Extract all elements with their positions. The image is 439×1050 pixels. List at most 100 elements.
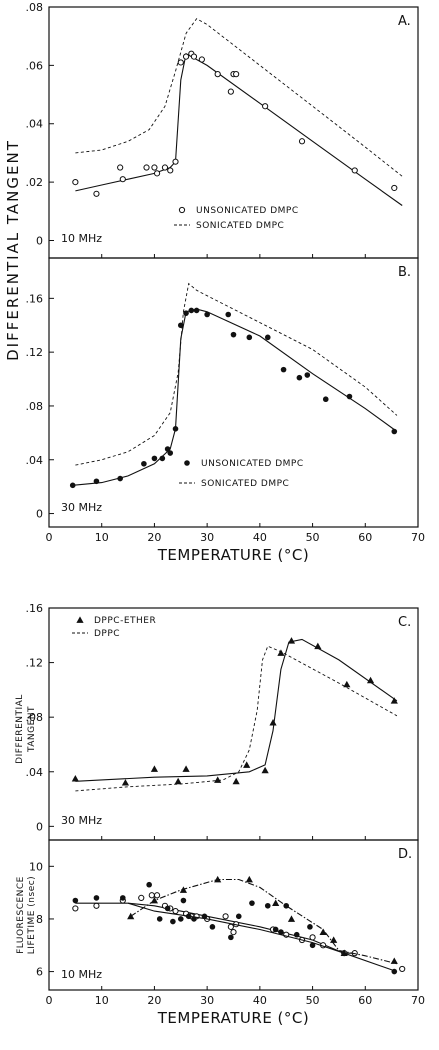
panel-c-s0-filled-triangle-point-2 <box>150 765 159 772</box>
panel-d-series-1-line <box>75 902 398 973</box>
panel-d-s0-open-circle-point-8 <box>172 907 179 915</box>
panel-d-s1-filled-circle-point-21 <box>307 924 313 930</box>
panel-b-legend-label-1: SONICATED DMPC <box>201 479 289 489</box>
panel-c-y-tick-label-2: .08 <box>26 711 44 724</box>
panel-c-s0-filled-triangle-point-0 <box>71 774 79 782</box>
panel-d-s2-filled-triangle-point-0 <box>127 912 135 920</box>
panel-d-s1-filled-circle-point-7 <box>177 916 184 922</box>
panel-a-s0-open-circle-point-14 <box>198 56 205 63</box>
panel-c-s0-filled-triangle-point-4 <box>182 765 190 772</box>
panel-c-y-tick-label-4: 0 <box>36 820 43 833</box>
panel-b-x-tick-label-5: 50 <box>306 531 320 544</box>
panel-b-y-tick-label-2: .08 <box>26 400 44 413</box>
panel-c-s0-filled-triangle-point-6 <box>232 777 240 785</box>
panel-c-s0-filled-triangle-point-13 <box>343 680 351 688</box>
panel-a-s0-open-circle-point-20 <box>298 138 306 145</box>
panel-a-s0-open-circle-point-21 <box>351 167 358 174</box>
panel-d-s2-filled-triangle-point-10 <box>390 957 398 964</box>
panel-c-legend-label-1: DPPC <box>94 629 120 639</box>
panel-d-s0-open-circle-point-4 <box>148 892 155 899</box>
panel-d-x-tick-label-3: 30 <box>200 994 214 1007</box>
panel-b-legend-label-0: UNSONICATED DMPC <box>201 459 304 469</box>
panel-d-y-tick-label-1: 8 <box>36 913 43 926</box>
panel-a-legend-label-1: SONICATED DMPC <box>196 221 284 231</box>
panel-a-s0-open-circle-point-5 <box>151 164 158 171</box>
panel-b-s0-filled-circle-point-11 <box>188 307 195 314</box>
panel-d-s0-open-circle-point-24 <box>399 965 406 973</box>
panel-d-s2-filled-triangle-point-6 <box>287 915 296 922</box>
panel-d-x-tick-label-2: 20 <box>147 994 161 1007</box>
panel-b-y-tick-label-1: .12 <box>26 346 44 359</box>
panel-d-s1-filled-circle-point-22 <box>309 942 316 949</box>
panel-a-s0-open-circle-point-0 <box>72 179 79 186</box>
panel-d-s0-open-circle-point-15 <box>230 929 237 936</box>
panel-c-y-axis-label-line-2: TANGENT <box>27 706 37 753</box>
panel-b-s0-filled-circle-point-7 <box>167 450 174 456</box>
panel-b-x-tick-label-6: 60 <box>358 531 372 544</box>
panel-d-s1-filled-circle-point-23 <box>391 968 398 975</box>
panel-b-s0-filled-circle-point-19 <box>296 374 303 381</box>
panel-c-s0-filled-triangle-point-5 <box>214 776 222 783</box>
panel-a-s0-open-circle-point-13 <box>190 53 198 60</box>
panel-c-s0-filled-triangle-point-1 <box>121 779 130 786</box>
panel-d-s2-filled-triangle-point-9 <box>340 949 348 957</box>
panel-d-s1-filled-circle-point-2 <box>120 895 126 901</box>
panel-a-y-tick-label-2: .04 <box>26 118 44 131</box>
panel-c-s0-filled-triangle-point-10 <box>277 649 285 656</box>
panel-d-y-tick-label-0: 10 <box>29 860 43 873</box>
panel-b-s0-filled-circle-point-4 <box>151 455 158 462</box>
panel-d-s1-filled-circle-point-18 <box>278 929 284 935</box>
panel-a-s0-open-circle-point-15 <box>214 71 221 78</box>
panel-b-s0-filled-circle-point-14 <box>225 311 232 318</box>
panel-c-y-tick-label-1: .12 <box>26 657 44 670</box>
panel-c-s0-filled-triangle-point-12 <box>314 642 322 650</box>
panel-d-s1-filled-circle-point-5 <box>164 905 171 912</box>
panel-c-frame <box>48 607 419 841</box>
panel-b-s0-filled-circle-point-9 <box>177 322 184 329</box>
panel-b-s0-filled-circle-point-20 <box>304 372 311 378</box>
panel-b-frame <box>48 257 419 528</box>
panel-d-s1-filled-circle-point-20 <box>293 931 300 938</box>
panel-c-filled-triangle-point-legend-0 <box>76 616 84 623</box>
panel-b-panel-label: B. <box>398 265 411 280</box>
panel-a-panel-label: A. <box>398 14 411 29</box>
panel-d-s1-filled-circle-point-15 <box>249 900 255 906</box>
panel-a-open-circle-point-legend-0 <box>178 206 186 214</box>
panel-d-x-tick-label-0: 0 <box>46 994 53 1007</box>
panel-d-s1-filled-circle-point-6 <box>170 918 176 925</box>
panel-c-s0-filled-triangle-point-8 <box>261 766 269 774</box>
panel-b-s0-filled-circle-point-23 <box>391 428 398 435</box>
panel-a-y-tick-label-3: .02 <box>26 176 44 189</box>
panel-d-s2-filled-triangle-point-7 <box>319 928 327 935</box>
panel-b-s0-filled-circle-point-8 <box>172 426 179 432</box>
panel-c-series-1 <box>75 645 398 792</box>
panel-b-frequency-label: 30 MHz <box>61 501 102 514</box>
panel-a: .08 .06 .04 .02 0 A. 10 MHz UNSONICATED DMPC SON… <box>26 1 419 259</box>
panel-d-y-tick-label-2: 6 <box>36 966 43 979</box>
panel-d-s1-filled-circle-point-3 <box>146 881 152 888</box>
panel-d-x-tick-label-1: 10 <box>95 994 109 1007</box>
panel-d-x-axis-label: TEMPERATURE (°C) <box>157 1009 310 1027</box>
panel-c-series-0 <box>71 637 398 786</box>
panel-d-x-tick-label-7: 70 <box>411 994 425 1007</box>
panel-b-x-tick-label-4: 40 <box>253 531 267 544</box>
shared-y-axis-label: DIFFERENTIAL TANGENT <box>4 139 22 361</box>
panel-b-s0-filled-circle-point-22 <box>346 393 353 400</box>
panel-b-s0-filled-circle-point-1 <box>93 478 100 485</box>
panel-d-series-1 <box>72 881 398 975</box>
panel-c-s0-filled-triangle-point-15 <box>390 697 398 704</box>
panel-a-s0-open-circle-point-2 <box>117 164 124 171</box>
panel-d-y-axis-label-line-1: FLUORESCENCE <box>16 876 26 954</box>
panel-d-series-0 <box>72 892 406 973</box>
panel-b-s0-filled-circle-point-3 <box>141 460 147 467</box>
panel-a-s0-open-circle-point-22 <box>391 184 398 192</box>
panel-c-frequency-label: 30 MHz <box>61 814 102 827</box>
panel-d-s2-filled-triangle-point-5 <box>272 899 280 907</box>
panel-a-s0-open-circle-point-16 <box>227 88 234 95</box>
panel-d-s1-filled-circle-point-4 <box>156 916 163 922</box>
panel-b-series-1 <box>75 282 398 466</box>
panel-a-s0-open-circle-point-7 <box>161 164 169 171</box>
panel-b-y-tick-label-3: .04 <box>26 454 44 467</box>
